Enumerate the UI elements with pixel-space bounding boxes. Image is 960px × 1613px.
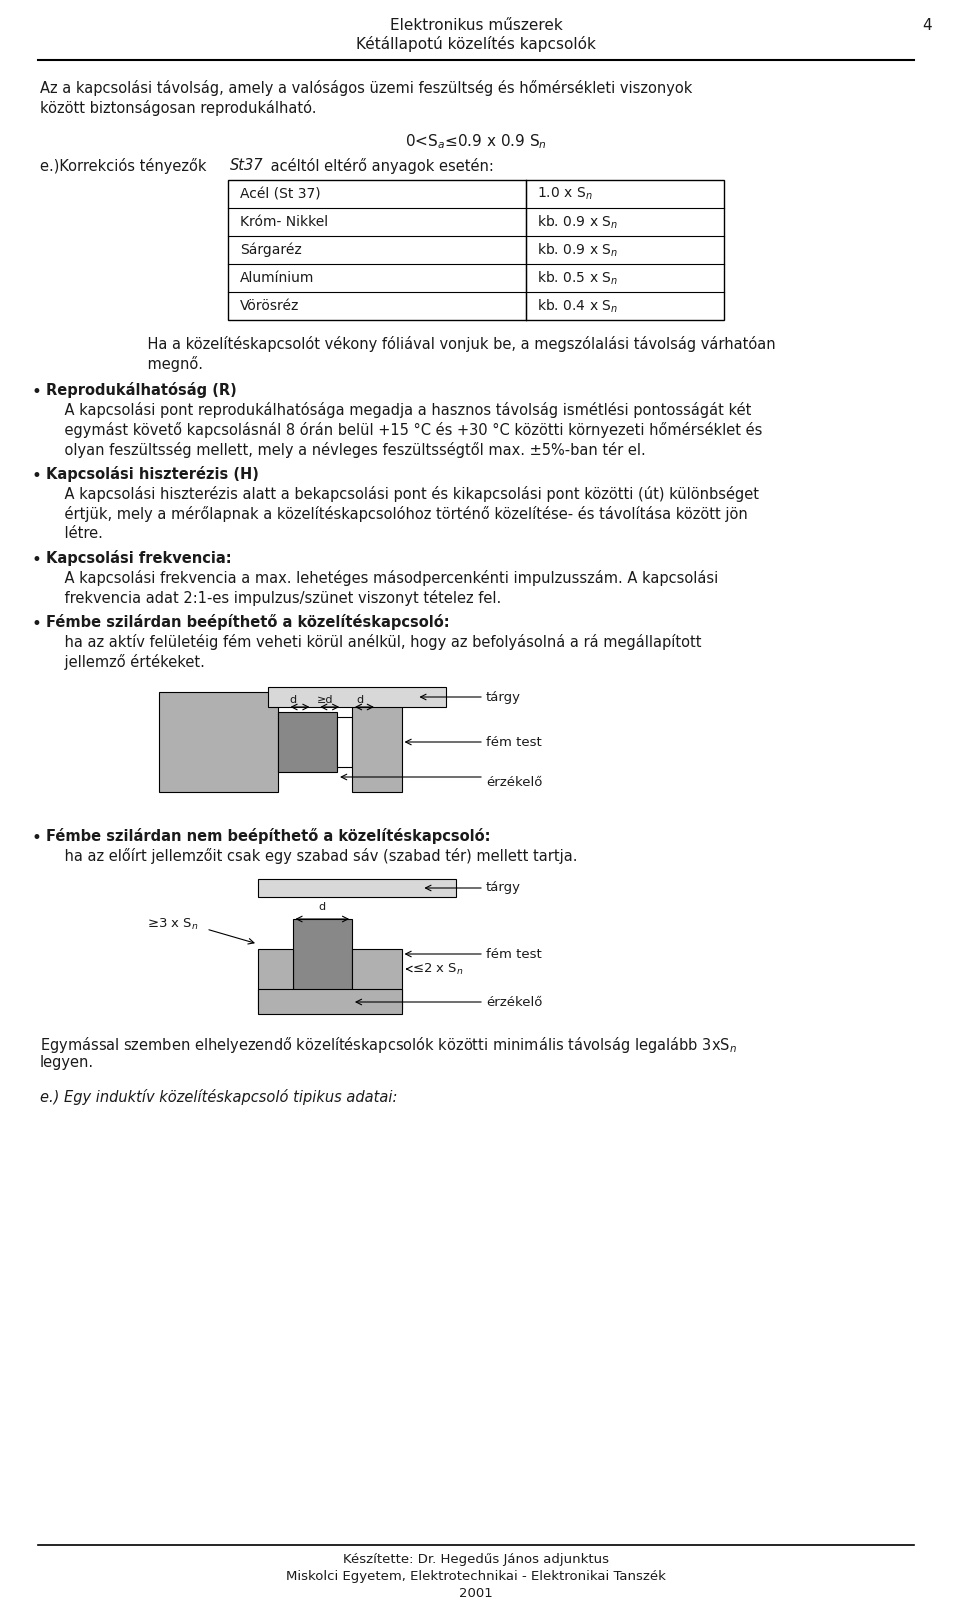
Text: Fémbe szilárdan nem beépíthető a közelítéskapcsoló:: Fémbe szilárdan nem beépíthető a közelít… (46, 827, 491, 844)
Text: Miskolci Egyetem, Elektrotechnikai - Elektronikai Tanszék: Miskolci Egyetem, Elektrotechnikai - Ele… (286, 1569, 666, 1582)
Text: ≥3 x S$_n$: ≥3 x S$_n$ (147, 916, 199, 932)
Text: 1.0 x S$_n$: 1.0 x S$_n$ (538, 185, 593, 202)
Text: létre.: létre. (46, 526, 103, 540)
Text: legyen.: legyen. (39, 1055, 94, 1069)
Text: megnő.: megnő. (129, 356, 203, 373)
Text: ≥d: ≥d (317, 695, 333, 705)
Bar (258, 879, 456, 897)
Text: Vörösréz: Vörösréz (240, 298, 300, 313)
Text: 4: 4 (923, 18, 932, 32)
Bar (258, 948, 293, 1010)
Text: kb. 0.4 x S$_n$: kb. 0.4 x S$_n$ (538, 297, 618, 315)
Text: Az a kapcsolási távolság, amely a valóságos üzemi feszültség és hőmérsékleti vis: Az a kapcsolási távolság, amely a valósá… (39, 81, 692, 97)
Text: egymást követő kapcsolásnál 8 órán belül +15 °C és +30 °C közötti környezeti hőm: egymást követő kapcsolásnál 8 órán belül… (46, 423, 762, 439)
Text: e.) Egy induktív közelítéskapcsoló tipikus adatai:: e.) Egy induktív közelítéskapcsoló tipik… (39, 1089, 397, 1105)
Text: A kapcsolási hiszterézis alatt a bekapcsolási pont és kikapcsolási pont közötti : A kapcsolási hiszterézis alatt a bekapcs… (46, 486, 758, 502)
Text: e.)Korrekciós tényezők: e.)Korrekciós tényezők (39, 158, 211, 174)
Text: tárgy: tárgy (486, 690, 521, 703)
Text: ≤2 x S$_n$: ≤2 x S$_n$ (412, 961, 463, 976)
Text: Kapcsolási frekvencia:: Kapcsolási frekvencia: (46, 550, 231, 566)
Text: tárgy: tárgy (486, 881, 521, 895)
Text: Elektronikus műszerek: Elektronikus műszerek (390, 18, 563, 32)
Text: kb. 0.9 x S$_n$: kb. 0.9 x S$_n$ (538, 213, 618, 231)
Bar (158, 692, 277, 792)
Text: d: d (289, 695, 296, 705)
Text: A kapcsolási pont reprodukálhatósága megadja a hasznos távolság ismétlési pontos: A kapcsolási pont reprodukálhatósága meg… (46, 402, 751, 418)
Text: olyan feszültsség mellett, mely a névleges feszültsségtől max. ±5%-ban tér el.: olyan feszültsség mellett, mely a névleg… (46, 442, 645, 458)
Text: ha az aktív felületéig fém veheti körül anélkül, hogy az befolyásolná a rá megál: ha az aktív felületéig fém veheti körül … (46, 634, 701, 650)
Text: Kétállapotú közelítés kapcsolók: Kétállapotú közelítés kapcsolók (356, 35, 596, 52)
Text: érzékelő: érzékelő (486, 776, 542, 789)
Text: érzékelő: érzékelő (486, 995, 542, 1008)
Text: ha az előírt jellemzőit csak egy szabad sáv (szabad tér) mellett tartja.: ha az előírt jellemzőit csak egy szabad … (46, 848, 577, 865)
Text: Egymással szemben elhelyezendő közelítéskapcsolók közötti minimális távolság leg: Egymással szemben elhelyezendő közelítés… (39, 1036, 736, 1055)
Text: d: d (356, 695, 364, 705)
Text: •: • (32, 829, 41, 847)
Bar (268, 687, 446, 706)
Text: frekvencia adat 2:1-es impulzus/szünet viszonyt tételez fel.: frekvencia adat 2:1-es impulzus/szünet v… (46, 590, 501, 606)
Text: St37: St37 (230, 158, 264, 173)
Bar (228, 181, 724, 319)
Text: Alumínium: Alumínium (240, 271, 314, 286)
Bar (352, 692, 401, 792)
Text: 2001: 2001 (459, 1587, 492, 1600)
Text: fém test: fém test (486, 947, 541, 960)
Text: között biztonságosan reprodukálható.: között biztonságosan reprodukálható. (39, 100, 316, 116)
Text: Fémbe szilárdan beépíthető a közelítéskapcsoló:: Fémbe szilárdan beépíthető a közelítéska… (46, 615, 449, 631)
Bar (293, 919, 352, 1010)
Text: kb. 0.5 x S$_n$: kb. 0.5 x S$_n$ (538, 269, 618, 287)
Text: •: • (32, 552, 41, 569)
Text: •: • (32, 615, 41, 632)
Bar (352, 948, 401, 1010)
Text: •: • (32, 382, 41, 402)
Text: Acél (St 37): Acél (St 37) (240, 187, 321, 202)
Text: acéltól eltérő anyagok esetén:: acéltól eltérő anyagok esetén: (266, 158, 493, 174)
Text: 0<S$_a$≤0.9 x 0.9 S$_n$: 0<S$_a$≤0.9 x 0.9 S$_n$ (405, 132, 547, 150)
Text: értjük, mely a mérőlapnak a közelítéskapcsolóhoz történő közelítése- és távolítá: értjük, mely a mérőlapnak a közelítéskap… (46, 506, 748, 523)
Text: kb. 0.9 x S$_n$: kb. 0.9 x S$_n$ (538, 242, 618, 258)
Text: Ha a közelítéskapcsolót vékony fóliával vonjuk be, a megszólalási távolság várha: Ha a közelítéskapcsolót vékony fóliával … (129, 336, 776, 352)
Text: fém test: fém test (486, 736, 541, 748)
Bar (337, 718, 352, 768)
Text: Készítette: Dr. Hegedűs János adjunktus: Készítette: Dr. Hegedűs János adjunktus (343, 1553, 609, 1566)
Text: Króm- Nikkel: Króm- Nikkel (240, 215, 328, 229)
Text: •: • (32, 468, 41, 486)
Text: Reprodukálhatóság (R): Reprodukálhatóság (R) (46, 382, 236, 398)
Text: d: d (319, 902, 325, 911)
Text: A kapcsolási frekvencia a max. lehetéges másodpercenkénti impulzusszám. A kapcso: A kapcsolási frekvencia a max. lehetéges… (46, 569, 718, 586)
Text: Sárgaréz: Sárgaréz (240, 242, 301, 256)
Text: Kapcsolási hiszterézis (H): Kapcsolási hiszterézis (H) (46, 466, 258, 482)
Bar (277, 711, 337, 773)
Text: jellemző értékeket.: jellemző értékeket. (46, 653, 204, 669)
Bar (258, 989, 401, 1015)
